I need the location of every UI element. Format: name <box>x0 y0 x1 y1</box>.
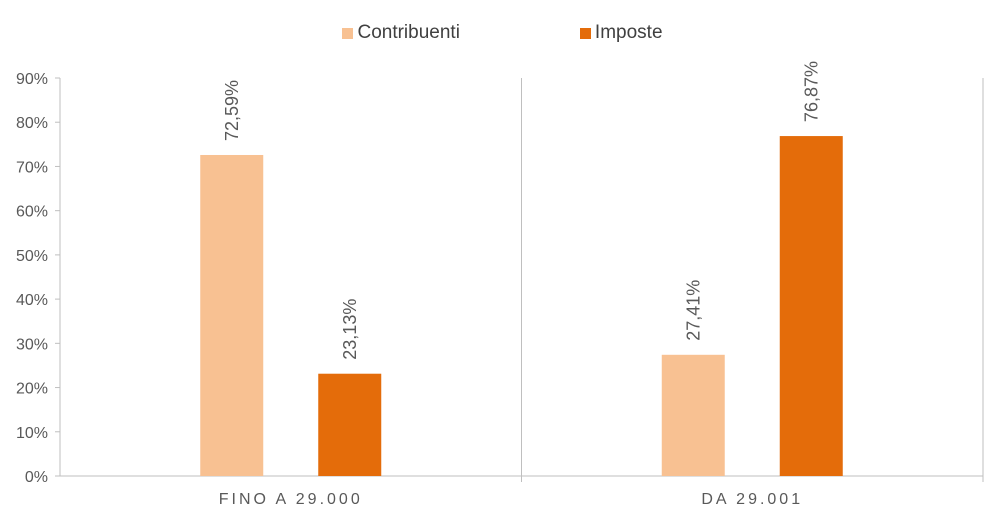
y-tick-label: 10% <box>16 425 48 442</box>
data-label: 27,41% <box>683 280 703 341</box>
data-label: 76,87% <box>801 61 821 122</box>
x-tick-label: DA 29.001 <box>701 491 803 508</box>
legend-swatch-contribuenti <box>342 27 354 39</box>
y-tick-label: 70% <box>16 159 48 176</box>
legend: Contribuenti Imposte <box>0 22 1005 44</box>
bar-contribuenti <box>661 354 725 476</box>
y-tick-label: 60% <box>16 204 48 221</box>
legend-item-contribuenti: Contribuenti <box>342 22 460 44</box>
data-label: 23,13% <box>340 299 360 360</box>
data-label: 72,59% <box>222 80 242 141</box>
y-tick-label: 80% <box>16 115 48 132</box>
y-tick-label: 40% <box>16 292 48 309</box>
bar-imposte <box>779 136 843 476</box>
x-tick-label: FINO A 29.000 <box>219 491 363 508</box>
bar-contribuenti <box>200 154 264 476</box>
y-tick-label: 20% <box>16 381 48 398</box>
y-tick-label: 50% <box>16 248 48 265</box>
legend-label-imposte: Imposte <box>594 22 663 43</box>
y-tick-label: 0% <box>25 469 48 486</box>
bar-imposte <box>318 373 382 476</box>
legend-swatch-imposte <box>579 27 591 39</box>
y-tick-label: 90% <box>16 71 48 88</box>
legend-item-imposte: Imposte <box>579 22 663 44</box>
y-tick-label: 30% <box>16 336 48 353</box>
legend-label-contribuenti: Contribuenti <box>357 22 460 43</box>
